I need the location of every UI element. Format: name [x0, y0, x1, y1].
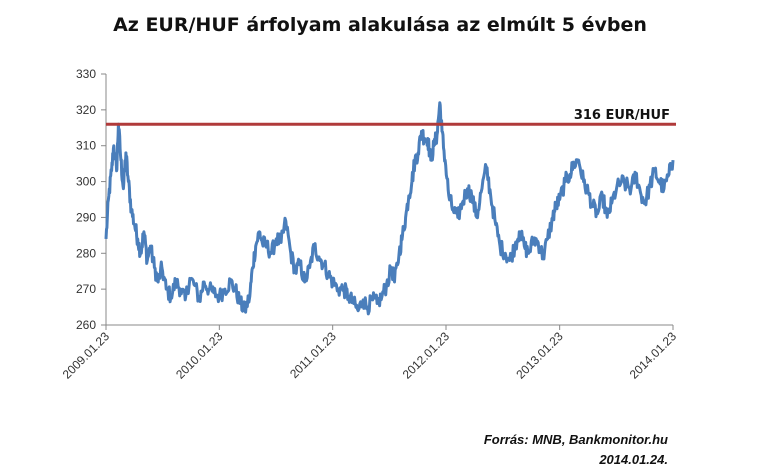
- y-axis: 260 270 280 290 300 310 320 330: [76, 67, 107, 332]
- x-axis: 2009.01.23 2010.01.23 2011.01.23 2012.01.23…: [60, 324, 680, 382]
- source-note: Forrás: MNB, Bankmonitor.hu 2014.01.24.: [484, 430, 668, 470]
- y-tick-label: 310: [76, 139, 96, 153]
- x-tick-label: 2011.01.23: [287, 329, 339, 381]
- reference-layer: 316 EUR/HUF: [106, 108, 676, 126]
- series-line-0: [104, 101, 675, 316]
- y-tick-label: 270: [76, 282, 96, 296]
- x-tick-label: 2010.01.23: [173, 329, 226, 382]
- source-text: Forrás: MNB, Bankmonitor.hu: [483, 432, 668, 447]
- x-tick-label: 2009.01.23: [60, 329, 113, 382]
- y-tick-label: 330: [76, 67, 96, 81]
- y-tick-label: 300: [76, 175, 96, 189]
- reference-line-label: 316 EUR/HUF: [574, 108, 670, 123]
- x-tick-label: 2013.01.23: [513, 329, 566, 382]
- x-tick-label: 2012.01.23: [400, 329, 453, 382]
- x-tick-label: 2014.01.23: [627, 329, 680, 382]
- chart-title: Az EUR/HUF árfolyam alakulása az elmúlt …: [113, 14, 647, 36]
- source-date: 2014.01.24.: [599, 452, 668, 467]
- y-tick-label: 320: [76, 103, 96, 117]
- series-layer: [104, 101, 675, 316]
- y-tick-label: 260: [76, 318, 96, 332]
- y-tick-label: 280: [76, 246, 96, 260]
- y-tick-label: 290: [76, 210, 96, 224]
